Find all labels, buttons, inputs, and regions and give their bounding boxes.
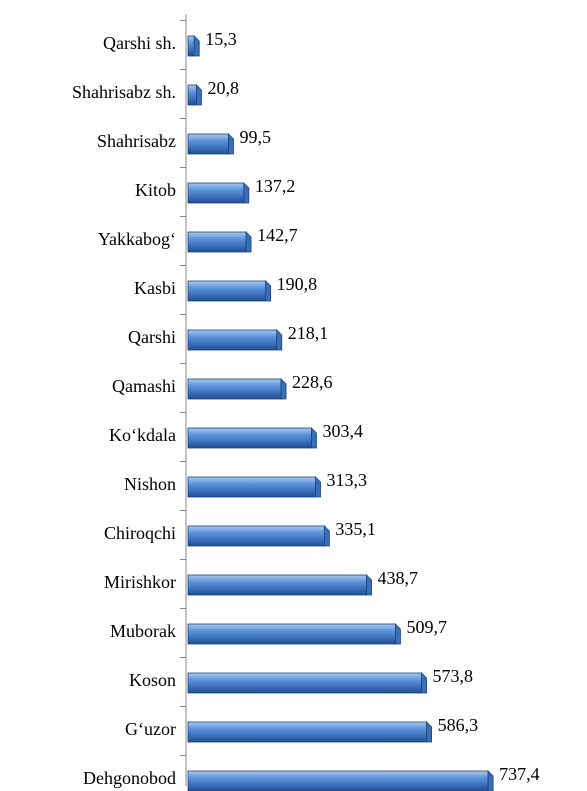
category-label: Shahrisabz (97, 131, 176, 151)
bar (187, 231, 247, 253)
category-label: Qarshi sh. (103, 33, 176, 53)
bar-end-cap (265, 280, 272, 302)
category-label: Nishon (124, 474, 176, 494)
value-label: 99,5 (239, 127, 271, 147)
category-label: G‘uzor (125, 719, 176, 739)
bar-end-cap (196, 84, 202, 106)
category-label: Kitob (135, 180, 176, 200)
bar-end-cap (395, 623, 401, 645)
value-label: 509,7 (406, 617, 447, 637)
bar-end-cap (228, 133, 234, 155)
value-label: 573,8 (433, 666, 474, 686)
bar-end-cap (426, 721, 433, 743)
category-label: Shahrisabz sh. (72, 82, 176, 102)
bar (187, 574, 367, 596)
bar (187, 35, 195, 57)
bar (187, 378, 282, 400)
category-label: Chiroqchi (104, 523, 176, 543)
bar (187, 182, 245, 204)
bar-end-cap (193, 35, 200, 57)
value-label: 303,4 (322, 421, 363, 441)
value-label: 228,6 (292, 372, 333, 392)
bar-end-cap (311, 427, 317, 449)
category-label: Kasbi (134, 278, 176, 298)
bar (187, 770, 489, 791)
value-label: 20,8 (207, 78, 239, 98)
value-label: 313,3 (327, 470, 368, 490)
value-label: 218,1 (288, 323, 329, 343)
category-label: Muborak (110, 621, 176, 641)
bar-end-cap (421, 672, 427, 694)
value-label: 142,7 (257, 225, 298, 245)
category-label: Dehgonobod (83, 768, 176, 788)
value-label: 15,3 (205, 29, 237, 49)
value-label: 438,7 (378, 568, 419, 588)
category-label: Yakkabog‘ (98, 229, 176, 249)
bar (187, 133, 229, 155)
bar (187, 623, 396, 645)
bar (187, 476, 316, 498)
category-label: Koson (129, 670, 176, 690)
category-label: Qamashi (112, 376, 176, 396)
value-label: 335,1 (335, 519, 376, 539)
value-label: 190,8 (277, 274, 318, 294)
value-label: 737,4 (499, 764, 540, 784)
bar-end-cap (276, 329, 283, 351)
bar-end-cap (245, 231, 252, 253)
bar (187, 329, 278, 351)
bar-end-cap (280, 378, 287, 400)
category-label: Ko‘kdala (109, 425, 176, 445)
bar (187, 525, 325, 547)
bar-end-cap (323, 525, 330, 547)
bar-end-cap (487, 770, 494, 791)
bar-end-cap (243, 182, 250, 204)
value-label: 586,3 (438, 715, 479, 735)
bar-end-cap (315, 476, 321, 498)
bar (187, 84, 197, 106)
category-label: Mirishkor (104, 572, 176, 592)
bar-end-cap (366, 574, 372, 596)
bar (187, 280, 267, 302)
bar (187, 721, 428, 743)
value-label: 137,2 (255, 176, 296, 196)
category-label: Qarshi (128, 327, 176, 347)
bar (187, 427, 312, 449)
bar (187, 672, 422, 694)
